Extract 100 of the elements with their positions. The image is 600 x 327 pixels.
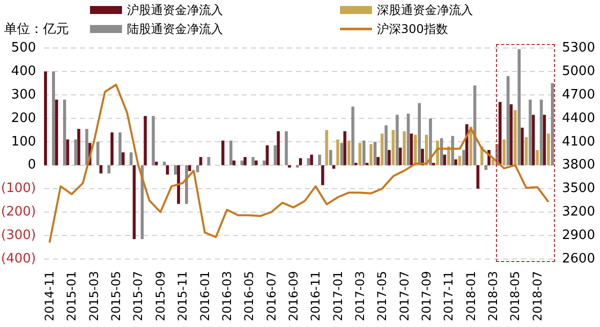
bar (196, 165, 200, 172)
bar (374, 142, 377, 166)
x-tick-label: 2016-09 (286, 271, 300, 322)
bar (329, 150, 332, 166)
y2-tick-label: 3200 (562, 204, 596, 220)
bar (207, 157, 210, 166)
bar (469, 126, 472, 166)
x-tick-label: 2015-01 (64, 271, 79, 322)
bar (96, 142, 100, 166)
bar (454, 159, 458, 166)
bar (310, 154, 314, 166)
bar (244, 157, 247, 166)
bar (443, 154, 446, 166)
legend-label: 陆股通资金净流入 (127, 20, 223, 38)
bar (221, 140, 224, 166)
bar (252, 157, 255, 166)
x-tick-label: 2015-07 (131, 271, 146, 322)
bar (66, 139, 70, 166)
bar (458, 156, 462, 166)
bar (532, 114, 535, 166)
bar (296, 165, 299, 168)
bar (398, 148, 402, 166)
bar (384, 125, 388, 166)
bar (299, 158, 302, 166)
x-tick-label: 2018-01 (464, 271, 478, 322)
bar (118, 132, 122, 166)
y-tick-label: 0 (28, 158, 36, 173)
y-tick-label: 400 (11, 64, 36, 79)
bar (392, 130, 395, 166)
bar (528, 100, 532, 166)
bar (370, 144, 373, 166)
bar (321, 165, 324, 186)
x-tick-label: 2015-05 (109, 271, 124, 322)
y-tick-label: (100) (1, 181, 36, 196)
bar (122, 152, 125, 166)
bar (154, 162, 158, 166)
bar (520, 128, 524, 166)
bar (110, 132, 114, 166)
bar (274, 145, 277, 166)
bar (340, 142, 344, 166)
y2-tick-label: 5000 (562, 64, 596, 79)
bar (276, 131, 280, 166)
x-tick-label: 2017-03 (352, 271, 367, 322)
bar (462, 150, 466, 166)
bar (229, 140, 232, 166)
bar (44, 71, 47, 166)
x-tick-label: 2016-07 (264, 271, 278, 322)
bar (77, 128, 80, 166)
y2-tick-label: 3500 (562, 181, 596, 196)
y-tick-label: 300 (11, 87, 36, 102)
bar (262, 160, 266, 166)
x-tick-label: 2015-03 (86, 271, 101, 322)
bar (402, 131, 406, 166)
y2-tick-label: 5300 (562, 40, 596, 56)
bar (451, 136, 454, 166)
line-series (48, 84, 550, 244)
bar (406, 114, 410, 166)
y2-tick-label: 4400 (562, 110, 596, 126)
bar (266, 145, 269, 166)
bar (380, 134, 384, 166)
bar (388, 150, 391, 166)
bar (318, 154, 322, 166)
bar (347, 140, 350, 166)
bar (542, 114, 546, 166)
bar (343, 131, 346, 166)
x-tick-label: 2016-11 (308, 271, 323, 322)
bar (536, 150, 539, 166)
y-tick-label: 500 (11, 40, 36, 56)
bar (440, 138, 444, 166)
bar (424, 134, 428, 166)
bar (351, 106, 354, 166)
y-tick-label: (300) (1, 228, 36, 244)
legend-label: 深股通资金净流入 (377, 2, 473, 18)
x-tick-label: 2017-07 (397, 271, 412, 322)
bar (85, 128, 88, 166)
bar (362, 140, 366, 166)
y2-tick-label: 2900 (562, 228, 596, 244)
bar (476, 165, 480, 189)
bar (376, 157, 380, 166)
y-tick-label: (400) (1, 252, 36, 266)
bar (484, 165, 488, 170)
bar (107, 165, 110, 174)
bar (63, 100, 66, 166)
y2-tick-label: 4700 (562, 87, 596, 102)
legend-label: 沪深300指数 (377, 20, 448, 38)
bar (540, 100, 543, 166)
bar (188, 165, 192, 172)
bar (284, 131, 288, 166)
x-tick-label: 2017-11 (442, 271, 456, 322)
bar (473, 86, 476, 166)
bar (232, 160, 236, 166)
x-tick-label: 2018-05 (508, 271, 522, 322)
bar (550, 83, 554, 166)
x-tick-label: 2016-05 (242, 271, 256, 322)
x-tick-label: 2016-03 (220, 271, 234, 322)
bar (52, 71, 55, 166)
bar (199, 157, 202, 166)
legend-label: 沪股通资金净流入 (127, 2, 223, 18)
bar (358, 142, 362, 166)
bar (254, 160, 258, 166)
